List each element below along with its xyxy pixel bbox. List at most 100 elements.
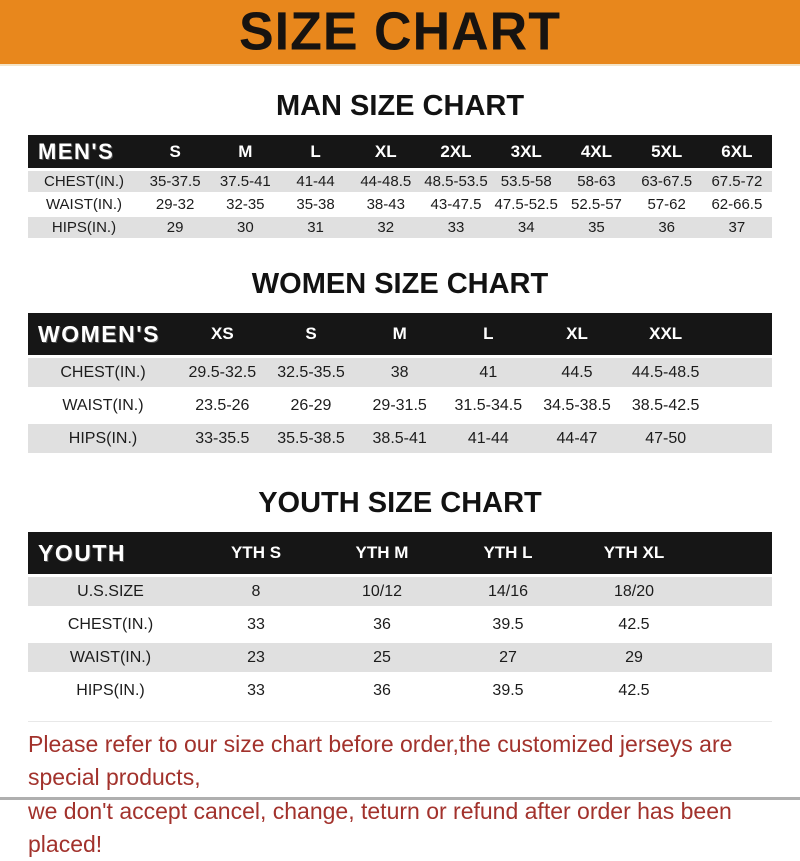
size-value-cell: 31.5-34.5 (454, 396, 523, 414)
size-value-cell: 47-50 (645, 429, 687, 447)
size-value-cell: 35-37.5 (149, 173, 201, 190)
disclaimer-footer: Please refer to our size chart before or… (28, 721, 772, 861)
table-header-row: YOUTH YTH S YTH M YTH L YTH XL (28, 532, 772, 574)
size-value-cell: 39.5 (492, 615, 524, 633)
size-value-cell: 44.5 (561, 363, 593, 381)
size-value-cell: 30 (236, 219, 254, 236)
size-value-cell: 33 (247, 615, 265, 633)
row-label: U.S.SIZE (77, 582, 144, 600)
size-value-cell: 53.5-58 (500, 173, 552, 190)
size-value-cell: 31 (307, 219, 324, 236)
disclaimer-line-1: Please refer to our size chart before or… (28, 731, 733, 791)
size-value-cell: 42.5 (618, 681, 650, 699)
size-value-cell: 48.5-53.5 (424, 173, 488, 190)
size-chart-sections: MAN SIZE CHART MEN'S S M L XL 2XL 3XL 4XL 5XL 6XL C… (0, 90, 800, 705)
table-header-cell: 6XL (721, 141, 753, 161)
table-row: HIPS(IN.) 33 36 39.5 42.5 (28, 676, 772, 705)
size-value-cell: 35.5-38.5 (277, 429, 345, 447)
size-value-cell: 52.5-57 (571, 196, 622, 213)
table-header-cell: YTH M (355, 543, 409, 562)
table-header-cell: YTH XL (603, 543, 665, 562)
table-header-cell: XL (374, 141, 397, 161)
row-label: CHEST(IN.) (67, 615, 154, 633)
size-value-cell: 33-35.5 (195, 429, 250, 447)
size-value-cell: 18/20 (613, 582, 655, 600)
size-chart-section: WOMEN SIZE CHART WOMEN'S XS S M L XL XXL CHEST(I… (0, 268, 800, 453)
size-value-cell: 44.5-48.5 (631, 363, 700, 381)
size-value-cell: 29.5-32.5 (188, 363, 257, 381)
section-title: WOMEN SIZE CHART (251, 268, 549, 300)
table-header-cell: 3XL (510, 141, 542, 161)
size-value-cell: 34 (517, 219, 535, 236)
size-value-cell: 36 (658, 219, 675, 236)
table-header-cell: M (392, 324, 407, 343)
table-header-row: WOMEN'S XS S M L XL XXL (28, 313, 772, 355)
bottom-divider (0, 797, 800, 800)
size-table: YOUTH YTH S YTH M YTH L YTH XL U.S.SIZE 8 10/12… (28, 532, 772, 705)
table-row: WAIST(IN.) 23 25 27 29 (28, 643, 772, 672)
size-value-cell: 39.5 (492, 681, 524, 699)
size-value-cell: 29-32 (155, 196, 195, 213)
table-header-cell: L (483, 324, 494, 343)
size-value-cell: 62-66.5 (711, 196, 763, 213)
table-row: HIPS(IN.) 29 30 31 32 33 34 35 36 37 (28, 217, 772, 238)
size-value-cell: 27 (499, 648, 517, 666)
table-header-cell: M (238, 141, 253, 161)
size-value-cell: 34.5-38.5 (543, 396, 611, 414)
table-header-cell: 2XL (440, 141, 472, 161)
disclaimer-line-2: we don't accept cancel, change, teturn o… (28, 797, 732, 858)
size-value-cell: 42.5 (618, 615, 650, 633)
size-value-cell: 33 (447, 219, 465, 236)
size-value-cell: 10/12 (361, 582, 403, 600)
table-header-cell: L (310, 141, 321, 161)
row-label: CHEST(IN.) (44, 173, 124, 190)
size-value-cell: 44-47 (556, 429, 598, 447)
size-value-cell: 41-44 (467, 429, 509, 447)
size-value-cell: 29 (166, 219, 184, 236)
size-value-cell: 38-43 (366, 196, 405, 213)
size-value-cell: 41-44 (296, 173, 335, 190)
table-header-cell: 5XL (651, 141, 683, 161)
size-chart-section: YOUTH SIZE CHART YOUTH YTH S YTH M YTH L YTH … (0, 487, 800, 705)
row-label: WAIST(IN.) (69, 648, 152, 666)
size-value-cell: 14/16 (487, 582, 529, 600)
section-title: YOUTH SIZE CHART (258, 487, 542, 519)
size-value-cell: 36 (373, 615, 391, 633)
size-value-cell: 67.5-72 (711, 173, 763, 190)
size-value-cell: 38.5-42.5 (631, 396, 700, 414)
table-header-cell: YTH S (230, 543, 282, 562)
size-value-cell: 32 (377, 219, 395, 236)
table-header-label: WOMEN'S (38, 320, 161, 347)
table-header-row: MEN'S S M L XL 2XL 3XL 4XL 5XL 6XL (28, 135, 772, 168)
table-header-label: YOUTH (38, 539, 126, 566)
table-header-cell: S (305, 324, 317, 343)
size-value-cell: 33 (247, 681, 265, 699)
size-value-cell: 25 (373, 648, 391, 666)
table-header-cell: XL (566, 324, 588, 343)
banner-title: SIZE CHART (239, 1, 561, 63)
row-label: WAIST(IN.) (62, 396, 144, 414)
size-value-cell: 36 (373, 681, 391, 699)
table-row: WAIST(IN.) 23.5-26 26-29 29-31.5 31.5-34.5 34… (28, 391, 772, 420)
table-header-cell: S (169, 141, 181, 161)
size-value-cell: 23.5-26 (195, 396, 250, 414)
size-value-cell: 37.5-41 (219, 173, 271, 190)
size-value-cell: 23 (247, 648, 265, 666)
size-value-cell: 47.5-52.5 (494, 196, 558, 213)
size-value-cell: 44-48.5 (360, 173, 412, 190)
row-label: HIPS(IN.) (51, 219, 117, 236)
section-title: MAN SIZE CHART (275, 90, 525, 122)
row-label: HIPS(IN.) (76, 681, 145, 699)
size-value-cell: 57-62 (647, 196, 686, 213)
size-value-cell: 26-29 (290, 396, 332, 414)
size-table: MEN'S S M L XL 2XL 3XL 4XL 5XL 6XL CHEST(IN.) 35-37… (28, 135, 772, 238)
size-chart-banner: SIZE CHART (0, 0, 800, 66)
size-value-cell: 58-63 (577, 173, 616, 190)
table-row: CHEST(IN.) 35-37.5 37.5-41 41-44 44-48.5 48.5… (28, 171, 772, 192)
size-value-cell: 38 (390, 363, 409, 381)
table-row: U.S.SIZE 8 10/12 14/16 18/20 (28, 577, 772, 606)
table-header-label: MEN'S (38, 138, 115, 164)
table-row: CHEST(IN.) 29.5-32.5 32.5-35.5 38 41 44.5 44.5… (28, 358, 772, 387)
size-value-cell: 43-47.5 (430, 196, 482, 213)
size-value-cell: 8 (251, 582, 261, 600)
